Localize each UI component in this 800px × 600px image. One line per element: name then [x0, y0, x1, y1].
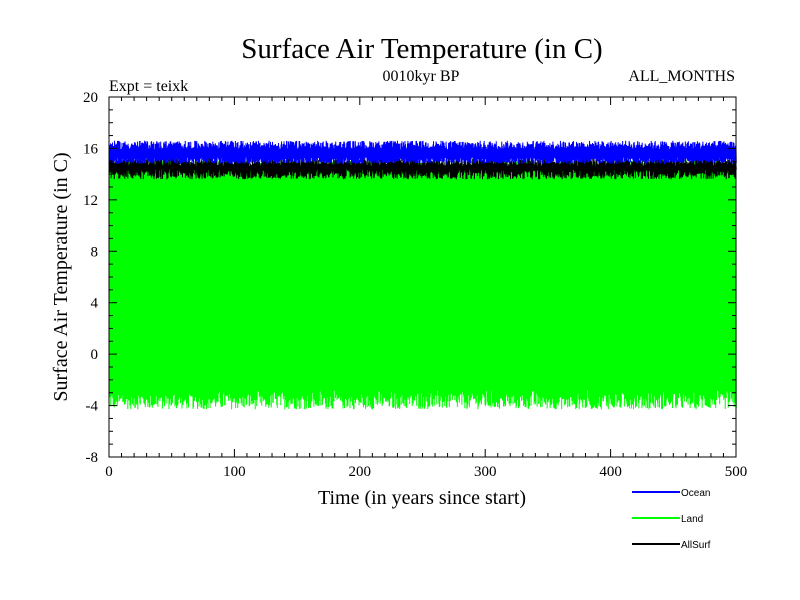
y-tick-label: 8	[91, 244, 99, 260]
series-ocean	[108, 140, 737, 164]
legend-label-land: Land	[681, 514, 703, 525]
x-tick-label: 500	[725, 464, 748, 480]
y-tick-label: 0	[91, 347, 99, 363]
plot-area	[108, 140, 737, 410]
y-axis-label: Surface Air Temperature (in C)	[50, 152, 72, 401]
series-land	[108, 160, 737, 410]
x-axis-label: Time (in years since start)	[318, 487, 526, 509]
axis-ticks: 0 100 200 300 400 500 -8 -4 0 4 8 12 16 20	[83, 90, 747, 480]
y-tick-label: 4	[91, 296, 99, 312]
chart-title: Surface Air Temperature (in C)	[241, 33, 602, 65]
y-tick-label: 16	[83, 141, 99, 157]
months-label: ALL_MONTHS	[628, 68, 735, 85]
y-tick-label: -8	[86, 450, 99, 466]
x-tick-label: 100	[223, 464, 246, 480]
x-tick-label: 0	[105, 464, 113, 480]
legend-label-allsurf: AllSurf	[681, 540, 711, 551]
x-tick-label: 200	[349, 464, 372, 480]
experiment-label: Expt = teixk	[109, 78, 188, 95]
period-label: 0010kyr BP	[383, 68, 460, 85]
series-allsurf	[108, 157, 737, 180]
y-tick-label: 12	[83, 193, 98, 209]
y-tick-label: -4	[86, 399, 99, 415]
x-tick-label: 400	[599, 464, 622, 480]
legend-label-ocean: Ocean	[681, 488, 710, 499]
x-tick-label: 300	[474, 464, 497, 480]
y-tick-label: 20	[83, 90, 98, 106]
legend: Ocean Land AllSurf	[632, 488, 711, 551]
